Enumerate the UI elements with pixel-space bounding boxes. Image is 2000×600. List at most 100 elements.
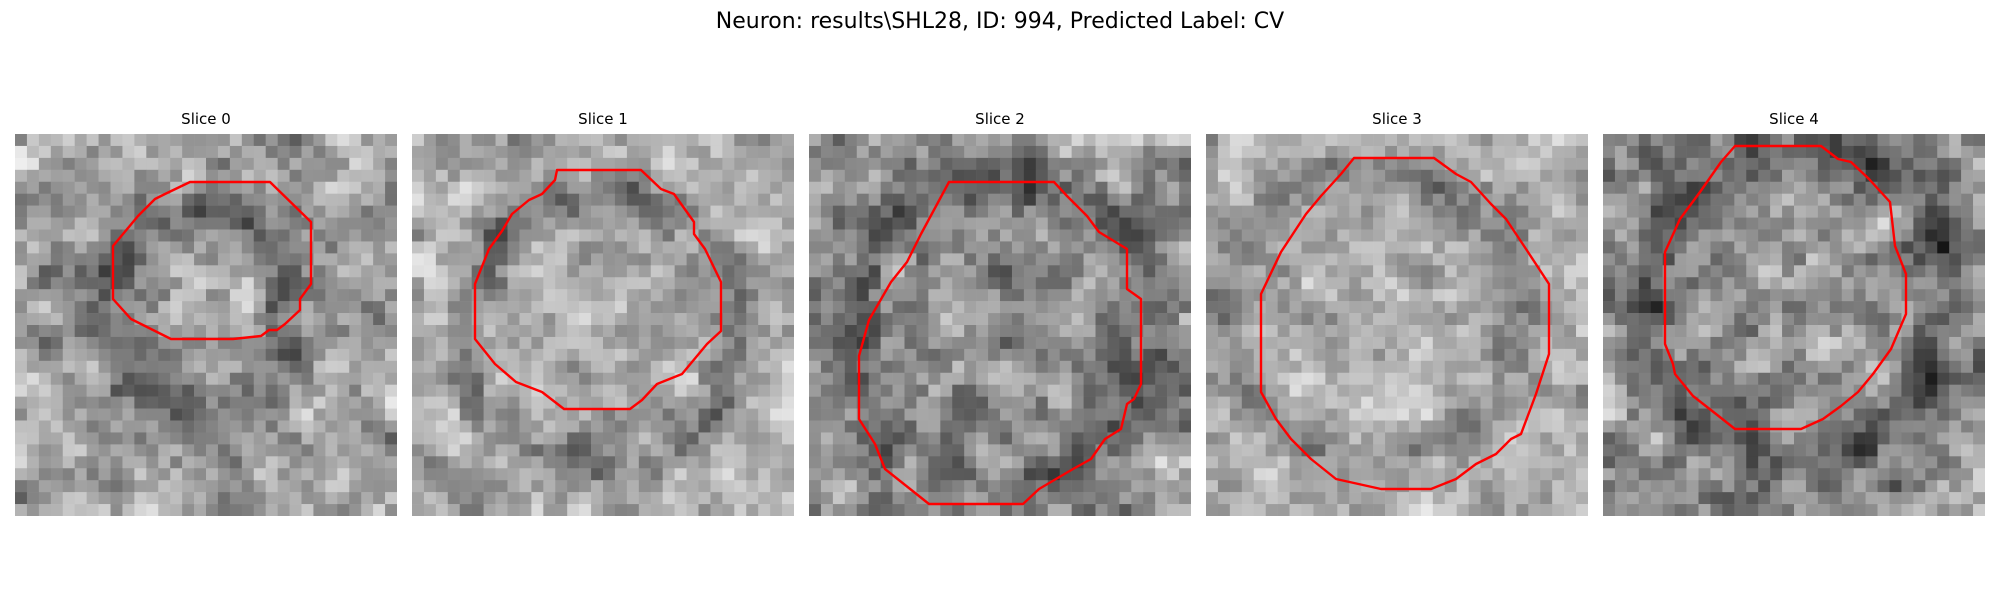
pixel <box>218 194 230 206</box>
pixel <box>699 409 711 421</box>
pixel <box>1675 230 1687 242</box>
pixel <box>1385 468 1397 480</box>
pixel <box>1528 230 1540 242</box>
pixel <box>976 182 988 194</box>
pixel <box>484 230 496 242</box>
pixel <box>1504 206 1516 218</box>
pixel <box>1973 385 1985 397</box>
pixel <box>1734 361 1746 373</box>
pixel <box>278 230 290 242</box>
pixel <box>1278 361 1290 373</box>
pixel <box>182 218 194 230</box>
pixel <box>1397 134 1409 146</box>
pixel <box>1218 337 1230 349</box>
pixel <box>385 289 397 301</box>
pixel <box>1278 265 1290 277</box>
pixel <box>87 444 99 456</box>
pixel <box>1325 146 1337 158</box>
pixel <box>1266 170 1278 182</box>
pixel <box>1385 385 1397 397</box>
pixel <box>1734 241 1746 253</box>
pixel <box>448 146 460 158</box>
pixel <box>302 385 314 397</box>
pixel <box>1770 313 1782 325</box>
pixel <box>1445 277 1457 289</box>
pixel <box>230 265 242 277</box>
pixel <box>1155 456 1167 468</box>
pixel <box>1421 158 1433 170</box>
pixel <box>928 253 940 265</box>
pixel <box>1048 385 1060 397</box>
pixel <box>1096 158 1108 170</box>
pixel <box>615 253 627 265</box>
pixel <box>1481 492 1493 504</box>
pixel <box>1036 289 1048 301</box>
pixel <box>833 456 845 468</box>
pixel <box>1699 194 1711 206</box>
pixel <box>1278 301 1290 313</box>
pixel <box>519 468 531 480</box>
pixel <box>1349 349 1361 361</box>
pixel <box>687 492 699 504</box>
pixel <box>591 146 603 158</box>
pixel <box>833 206 845 218</box>
pixel <box>746 134 758 146</box>
pixel <box>496 158 508 170</box>
pixel <box>1385 253 1397 265</box>
pixel <box>146 230 158 242</box>
pixel <box>687 468 699 480</box>
pixel <box>1913 325 1925 337</box>
pixel <box>591 468 603 480</box>
pixel <box>1627 134 1639 146</box>
pixel <box>325 289 337 301</box>
pixel <box>111 432 123 444</box>
pixel <box>170 194 182 206</box>
pixel <box>809 409 821 421</box>
pixel <box>881 492 893 504</box>
pixel <box>845 349 857 361</box>
pixel <box>519 301 531 313</box>
pixel <box>1866 432 1878 444</box>
pixel <box>916 146 928 158</box>
pixel <box>663 492 675 504</box>
pixel <box>1949 146 1961 158</box>
pixel <box>170 397 182 409</box>
pixel <box>1540 432 1552 444</box>
pixel <box>1072 170 1084 182</box>
pixel <box>1266 230 1278 242</box>
pixel <box>1782 158 1794 170</box>
pixel <box>1024 397 1036 409</box>
pixel <box>325 170 337 182</box>
pixel <box>1866 218 1878 230</box>
pixel <box>1615 265 1627 277</box>
pixel <box>39 158 51 170</box>
pixel <box>194 421 206 433</box>
pixel <box>555 301 567 313</box>
pixel <box>1421 277 1433 289</box>
pixel <box>1540 158 1552 170</box>
pixel <box>1266 421 1278 433</box>
pixel <box>1806 337 1818 349</box>
pixel <box>1854 253 1866 265</box>
pixel <box>508 361 520 373</box>
pixel <box>1528 349 1540 361</box>
pixel <box>349 265 361 277</box>
pixel <box>1000 337 1012 349</box>
pixel <box>373 504 385 516</box>
pixel <box>349 385 361 397</box>
pixel <box>373 337 385 349</box>
pixel <box>663 361 675 373</box>
pixel <box>1746 170 1758 182</box>
pixel <box>722 134 734 146</box>
pixel <box>1179 265 1191 277</box>
pixel <box>1313 325 1325 337</box>
pixel <box>39 361 51 373</box>
pixel <box>1528 480 1540 492</box>
pixel <box>1349 361 1361 373</box>
pixel <box>1734 230 1746 242</box>
pixel <box>1890 397 1902 409</box>
pixel <box>412 289 424 301</box>
pixel <box>146 265 158 277</box>
pixel <box>1770 206 1782 218</box>
pixel <box>325 277 337 289</box>
